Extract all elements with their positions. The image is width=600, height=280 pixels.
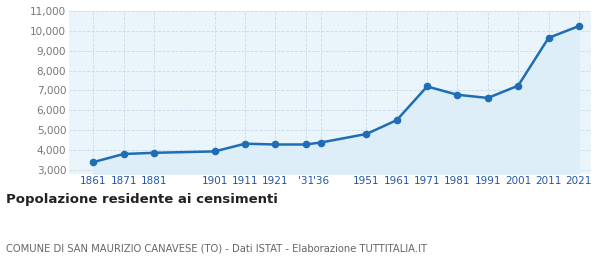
Point — [301, 142, 311, 147]
Point — [210, 149, 220, 154]
Point — [119, 152, 128, 156]
Point — [483, 96, 493, 100]
Point — [422, 84, 432, 89]
Point — [544, 36, 553, 40]
Point — [452, 92, 462, 97]
Point — [316, 140, 326, 145]
Point — [88, 160, 98, 164]
Point — [240, 141, 250, 146]
Point — [574, 24, 584, 28]
Point — [392, 118, 401, 122]
Point — [362, 132, 371, 136]
Point — [149, 151, 159, 155]
Point — [514, 83, 523, 88]
Text: COMUNE DI SAN MAURIZIO CANAVESE (TO) - Dati ISTAT - Elaborazione TUTTITALIA.IT: COMUNE DI SAN MAURIZIO CANAVESE (TO) - D… — [6, 244, 427, 254]
Text: Popolazione residente ai censimenti: Popolazione residente ai censimenti — [6, 193, 278, 206]
Point — [271, 142, 280, 147]
